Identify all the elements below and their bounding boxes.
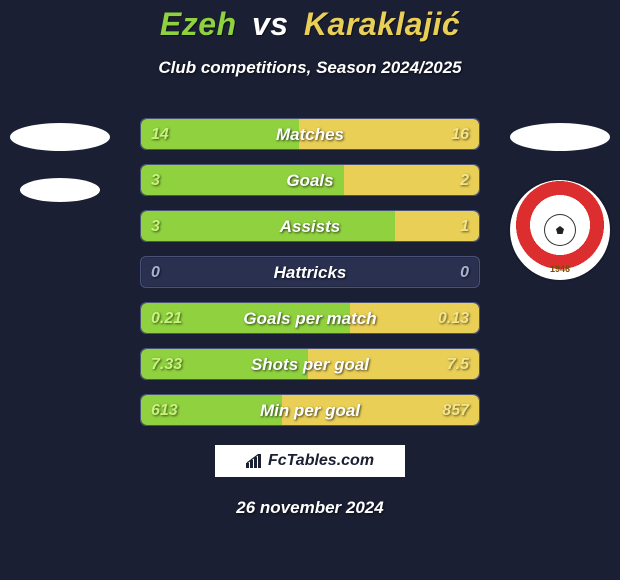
- stat-value-right: 0.13: [438, 303, 469, 334]
- stat-label: Hattricks: [141, 257, 479, 288]
- brand-box: FcTables.com: [214, 444, 406, 478]
- stats-container: Matches1416Goals32Assists31Hattricks00Go…: [140, 118, 480, 426]
- brand-text: FcTables.com: [268, 452, 374, 470]
- player2-name: Karaklajić: [304, 6, 460, 42]
- stat-value-right: 0: [460, 257, 469, 288]
- title-vs: vs: [252, 6, 289, 42]
- stat-value-left: 14: [151, 119, 169, 150]
- bar-chart-icon: [246, 454, 264, 468]
- date: 26 november 2024: [0, 498, 620, 518]
- stat-row: Goals per match0.21 0.13: [140, 302, 480, 334]
- subtitle: Club competitions, Season 2024/2025: [0, 58, 620, 78]
- stat-value-left: 7.33: [151, 349, 182, 380]
- stat-row: Min per goal613 857: [140, 394, 480, 426]
- page-title: Ezeh vs Karaklajić: [0, 6, 620, 43]
- stat-label: Shots per goal: [141, 349, 479, 380]
- stat-label: Min per goal: [141, 395, 479, 426]
- stat-label: Matches: [141, 119, 479, 150]
- stat-value-left: 3: [151, 211, 160, 242]
- stat-row: Hattricks0 0: [140, 256, 480, 288]
- stat-value-right: 7.5: [447, 349, 469, 380]
- player1-name: Ezeh: [160, 6, 237, 42]
- stat-row: Assists3 1: [140, 210, 480, 242]
- player1-club-placeholder: [20, 178, 100, 202]
- stat-row: Shots per goal7.33 7.5: [140, 348, 480, 380]
- stat-value-right: 16: [451, 119, 469, 150]
- stat-row: Matches14 16: [140, 118, 480, 150]
- player2-logo-placeholder: [510, 123, 610, 151]
- stat-label: Goals per match: [141, 303, 479, 334]
- soccer-ball-icon: [544, 214, 576, 246]
- stat-value-right: 1: [460, 211, 469, 242]
- player2-club-badge: 1946: [510, 180, 610, 280]
- stat-label: Goals: [141, 165, 479, 196]
- stat-value-left: 0: [151, 257, 160, 288]
- stat-value-right: 857: [442, 395, 469, 426]
- stat-row: Goals3 2: [140, 164, 480, 196]
- stat-value-left: 0.21: [151, 303, 182, 334]
- player1-logo-placeholder: [10, 123, 110, 151]
- stat-label: Assists: [141, 211, 479, 242]
- badge-year: 1946: [510, 264, 610, 274]
- stat-value-right: 2: [460, 165, 469, 196]
- stat-value-left: 3: [151, 165, 160, 196]
- comparison-infographic: Ezeh vs Karaklajić Club competitions, Se…: [0, 0, 620, 580]
- stat-value-left: 613: [151, 395, 178, 426]
